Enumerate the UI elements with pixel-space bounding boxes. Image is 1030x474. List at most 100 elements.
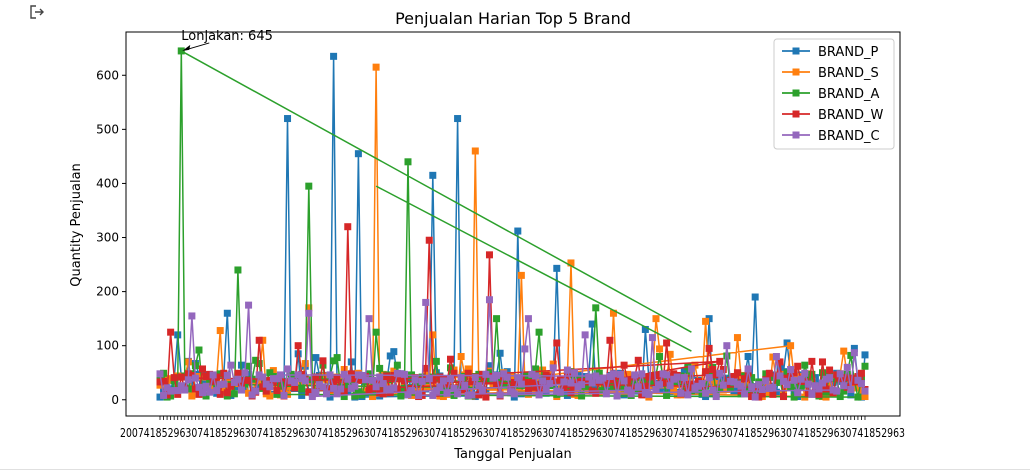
data-point: [514, 374, 522, 382]
data-point: [439, 377, 447, 385]
data-point: [206, 384, 214, 392]
data-point: [443, 380, 451, 388]
data-point: [804, 370, 812, 378]
data-point: [443, 389, 451, 397]
data-point: [528, 383, 536, 391]
data-point: [826, 366, 834, 374]
data-point: [255, 371, 263, 379]
data-point: [369, 376, 377, 384]
data-point: [847, 385, 855, 393]
data-point: [365, 370, 373, 378]
data-point: [276, 371, 284, 379]
series-line: [159, 67, 866, 399]
data-point: [599, 374, 607, 382]
data-point: [804, 380, 812, 388]
legend-marker: [792, 68, 800, 76]
data-point: [376, 364, 384, 372]
data-point: [206, 370, 214, 378]
legend-item: BRAND_S: [782, 66, 879, 81]
data-point: [854, 393, 862, 401]
data-point: [627, 390, 635, 398]
data-point: [857, 369, 865, 377]
data-point: [666, 382, 674, 390]
data-point: [372, 388, 380, 396]
data-point: [259, 336, 267, 344]
data-point: [843, 370, 851, 378]
data-point: [723, 342, 731, 350]
data-point: [680, 389, 688, 397]
data-point: [826, 374, 834, 382]
data-point: [344, 375, 352, 383]
data-point: [241, 385, 249, 393]
data-point: [478, 370, 486, 378]
data-point: [422, 364, 430, 372]
data-point: [776, 372, 784, 380]
data-point: [170, 387, 178, 395]
data-point: [553, 339, 561, 347]
data-point: [330, 378, 338, 386]
data-point: [475, 382, 483, 390]
data-point: [372, 383, 380, 391]
data-point: [794, 383, 802, 391]
data-point: [485, 296, 493, 304]
data-point: [369, 384, 377, 392]
data-point: [156, 393, 164, 401]
data-point: [609, 309, 617, 317]
data-point: [500, 370, 508, 378]
data-point: [765, 389, 773, 397]
data-point: [733, 334, 741, 342]
data-point: [354, 388, 362, 396]
data-point: [847, 391, 855, 399]
data-point: [652, 371, 660, 379]
plot-frame: [125, 31, 901, 417]
y-axis-label: Quantity Penjualan: [69, 163, 84, 287]
data-point: [532, 372, 540, 380]
data-point: [237, 378, 245, 386]
data-point: [780, 377, 788, 385]
data-point: [535, 391, 543, 399]
data-point: [390, 384, 398, 392]
data-point: [354, 150, 362, 158]
data-point: [634, 356, 642, 364]
data-point: [344, 387, 352, 395]
data-point: [319, 383, 327, 391]
data-point: [195, 383, 203, 391]
data-point: [447, 375, 455, 383]
data-point: [861, 362, 869, 370]
legend-item: BRAND_W: [782, 108, 884, 123]
data-point: [326, 393, 334, 401]
data-point: [262, 387, 270, 395]
data-point: [521, 378, 529, 386]
data-point: [656, 345, 664, 353]
data-point: [255, 360, 263, 368]
data-point: [811, 374, 819, 382]
data-point: [790, 369, 798, 377]
data-point: [514, 227, 522, 235]
exit-output-icon[interactable]: [28, 3, 46, 21]
data-point: [815, 385, 823, 393]
data-point: [447, 364, 455, 372]
data-point: [287, 382, 295, 390]
legend-label: BRAND_W: [818, 108, 884, 123]
data-point: [680, 367, 688, 375]
data-point: [613, 381, 621, 389]
legend-marker: [792, 131, 800, 139]
data-point: [517, 380, 525, 388]
data-point: [648, 371, 656, 379]
data-point: [755, 393, 763, 401]
data-point: [298, 375, 306, 383]
data-point: [358, 391, 366, 399]
data-point: [202, 373, 210, 381]
data-point: [156, 370, 164, 378]
data-point: [794, 362, 802, 370]
data-point: [266, 392, 274, 400]
data-point: [319, 372, 327, 380]
data-point: [670, 384, 678, 392]
data-point: [850, 378, 858, 386]
data-point: [733, 380, 741, 388]
data-point: [836, 370, 844, 378]
data-point: [645, 373, 653, 381]
data-point: [415, 391, 423, 399]
data-point: [787, 370, 795, 378]
data-point: [762, 377, 770, 385]
